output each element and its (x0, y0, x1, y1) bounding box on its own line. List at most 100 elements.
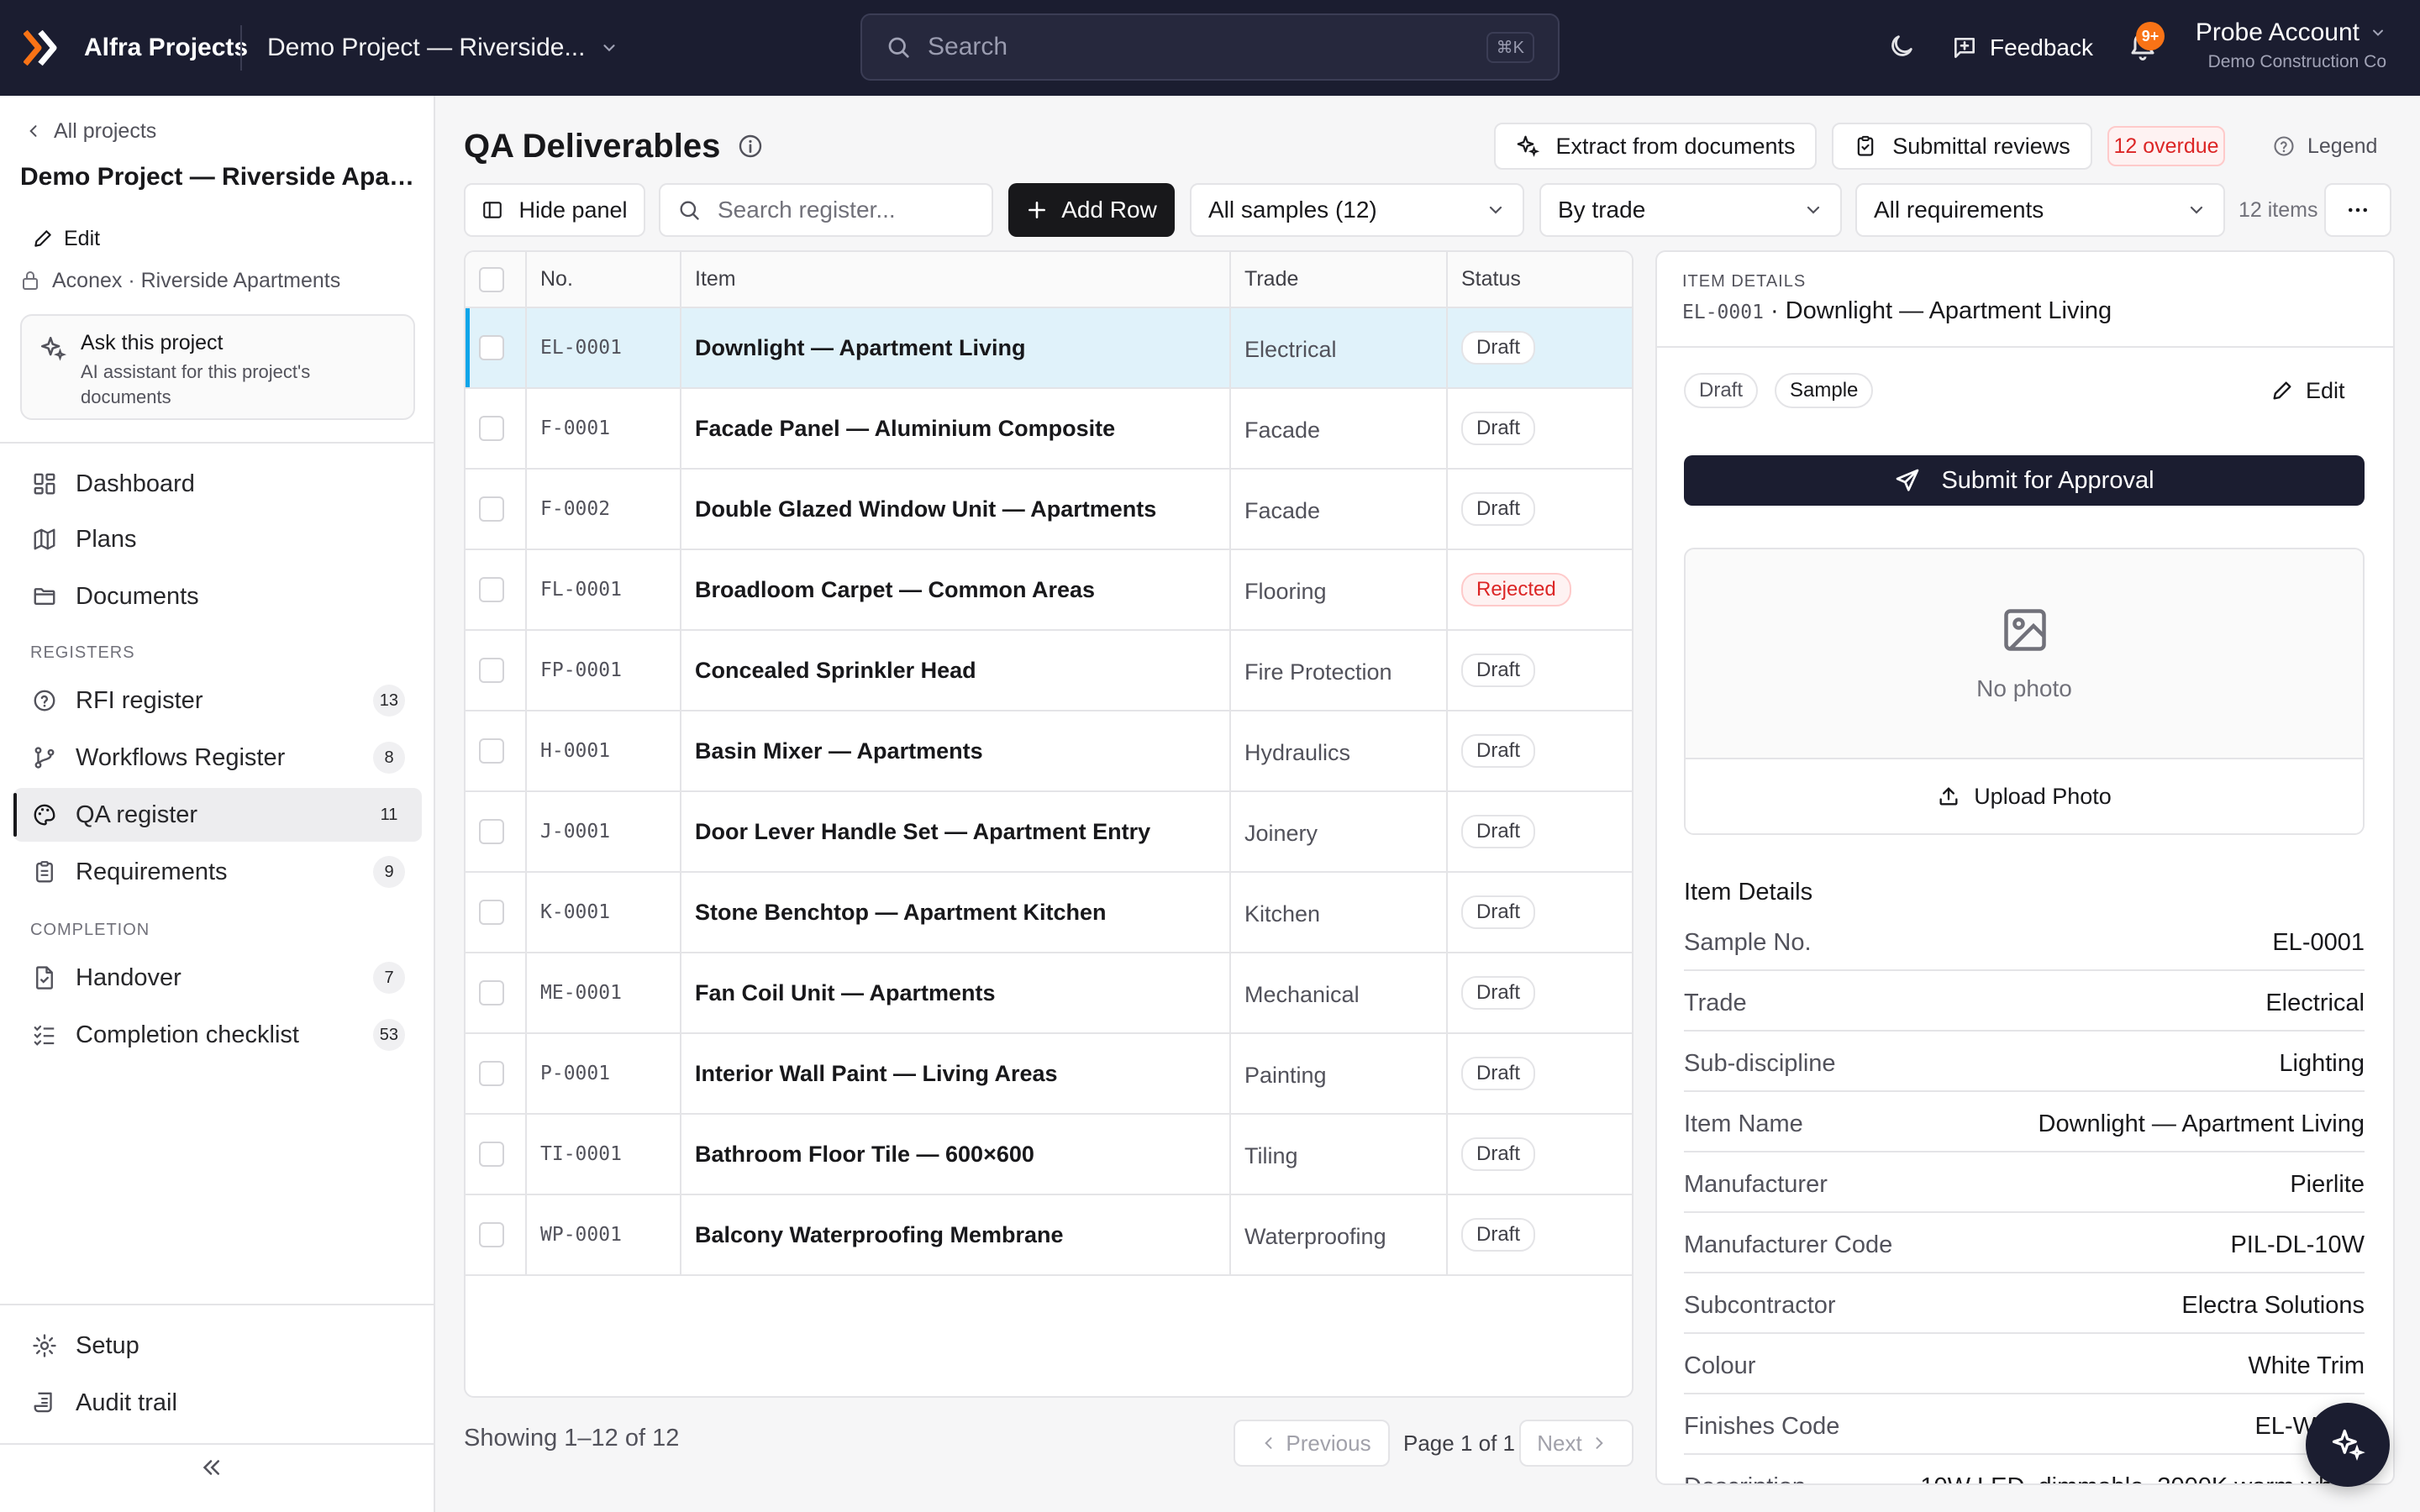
sidebar-divider (0, 1304, 435, 1305)
panel-icon (483, 202, 502, 218)
sidebar-item-rfi-register[interactable]: RFI register 13 (13, 674, 422, 727)
group-by-select[interactable]: By trade (1539, 183, 1842, 237)
row-item: Door Lever Handle Set — Apartment Entry (681, 791, 1231, 873)
row-checkbox[interactable] (479, 819, 504, 844)
global-search-input[interactable] (928, 33, 1486, 61)
overdue-badge[interactable]: 12 overdue (2107, 126, 2225, 166)
row-checkbox[interactable] (479, 738, 504, 764)
table-row[interactable]: F-0001 Facade Panel — Aluminium Composite… (466, 388, 1632, 470)
sidebar-item-qa-register[interactable]: QA register 11 (13, 788, 422, 842)
table-row[interactable]: FP-0001 Concealed Sprinkler Head Fire Prot… (466, 630, 1632, 711)
top-bar: Alfra Projects Demo Project — Riverside.… (0, 0, 2420, 96)
clipboard-check-icon (1857, 135, 1874, 156)
sidebar-item-setup[interactable]: Setup (13, 1319, 422, 1373)
table-row[interactable]: F-0002 Double Glazed Window Unit — Apartm… (466, 469, 1632, 550)
upload-photo-label: Upload Photo (1974, 783, 2112, 809)
row-trade: Mechanical (1230, 953, 1448, 1034)
chevron-down-icon (1489, 206, 1502, 214)
table-row[interactable]: TI-0001 Bathroom Floor Tile — 600×600 Tili… (466, 1114, 1632, 1195)
row-checkbox[interactable] (479, 1061, 504, 1086)
panel-divider (1657, 346, 2393, 348)
project-switcher[interactable]: Demo Project — Riverside... (267, 25, 618, 71)
status-badge: Draft (1461, 331, 1536, 365)
edit-item-button[interactable]: Edit (2270, 371, 2345, 410)
registers-section-heading: REGISTERS (30, 643, 135, 662)
status-badge: Rejected (1461, 573, 1571, 606)
more-options-button[interactable] (2324, 183, 2391, 237)
register-search-input[interactable] (718, 197, 970, 223)
requirements-filter-select[interactable]: All requirements (1855, 183, 2225, 237)
sidebar-item-workflows-register[interactable]: Workflows Register 8 (13, 731, 422, 785)
row-checkbox[interactable] (479, 1142, 504, 1167)
next-page-button[interactable]: Next (1519, 1420, 1634, 1467)
row-checkbox[interactable] (479, 416, 504, 441)
table-row[interactable]: WP-0001 Balcony Waterproofing Membrane Wat… (466, 1194, 1632, 1276)
submittal-reviews-button[interactable]: Submittal reviews (1832, 123, 2092, 170)
sidebar-item-audit-trail[interactable]: Audit trail (13, 1376, 422, 1430)
table-row[interactable]: P-0001 Interior Wall Paint — Living Areas… (466, 1033, 1632, 1115)
register-search[interactable] (659, 183, 993, 237)
detail-label: Trade (1684, 989, 1747, 1016)
account-menu[interactable]: Probe Account Demo Construction Co (2196, 18, 2386, 72)
row-checkbox[interactable] (479, 1222, 504, 1247)
send-icon (1897, 469, 1919, 491)
hide-panel-button[interactable]: Hide panel (464, 183, 645, 237)
samples-filter-select[interactable]: All samples (12) (1190, 183, 1524, 237)
column-header-status[interactable]: Status (1447, 252, 1632, 308)
row-status-cell: Draft (1447, 711, 1632, 792)
row-status-cell: Draft (1447, 872, 1632, 953)
row-checkbox[interactable] (479, 335, 504, 360)
row-number: ME-0001 (526, 953, 681, 1034)
global-search[interactable]: ⌘K (860, 13, 1560, 81)
edit-project-button[interactable]: Edit (32, 222, 100, 255)
info-icon[interactable] (737, 133, 764, 160)
detail-row: Trade Electrical (1684, 976, 2365, 1032)
ai-assistant-fab[interactable] (2306, 1403, 2390, 1487)
row-trade: Painting (1230, 1033, 1448, 1115)
sidebar-item-requirements[interactable]: Requirements 9 (13, 845, 422, 899)
row-checkbox[interactable] (479, 658, 504, 683)
collapse-sidebar-button[interactable] (198, 1455, 224, 1480)
submit-for-approval-button[interactable]: Submit for Approval (1684, 455, 2365, 506)
samples-filter-value: All samples (12) (1208, 197, 1377, 223)
table-row[interactable]: EL-0001 Downlight — Apartment Living Elect… (466, 307, 1632, 389)
row-number: WP-0001 (526, 1194, 681, 1276)
upload-photo-button[interactable]: Upload Photo (1686, 758, 2363, 833)
sidebar-divider (0, 442, 435, 444)
row-checkbox[interactable] (479, 980, 504, 1005)
sidebar-item-plans[interactable]: Plans (13, 512, 422, 566)
row-status-cell: Rejected (1447, 549, 1632, 631)
column-header-item[interactable]: Item (681, 252, 1231, 308)
status-badge: Draft (1461, 412, 1536, 445)
column-header-trade[interactable]: Trade (1230, 252, 1448, 308)
sidebar-item-handover[interactable]: Handover 7 (13, 951, 422, 1005)
select-all-checkbox[interactable] (479, 266, 504, 292)
app-logo[interactable]: Alfra Projects (24, 24, 248, 72)
feedback-button[interactable]: Feedback (1951, 25, 2093, 71)
sidebar-item-completion-checklist[interactable]: Completion checklist 53 (13, 1008, 422, 1062)
row-checkbox[interactable] (479, 577, 504, 602)
row-item: Basin Mixer — Apartments (681, 711, 1231, 792)
row-trade: Hydraulics (1230, 711, 1448, 792)
sidebar-item-dashboard[interactable]: Dashboard (13, 457, 422, 511)
detail-value: Pierlite (2290, 1170, 2365, 1198)
column-header-no[interactable]: No. (526, 252, 681, 308)
type-chip: Sample (1775, 373, 1874, 408)
previous-page-button[interactable]: Previous (1234, 1420, 1390, 1467)
add-row-button[interactable]: Add Row (1008, 183, 1175, 237)
item-details-heading: Item Details (1684, 879, 1813, 906)
table-row[interactable]: ME-0001 Fan Coil Unit — Apartments Mechani… (466, 953, 1632, 1034)
table-row[interactable]: FL-0001 Broadloom Carpet — Common Areas Fl… (466, 549, 1632, 631)
detail-label: Subcontractor (1684, 1291, 1836, 1319)
table-row[interactable]: K-0001 Stone Benchtop — Apartment Kitchen… (466, 872, 1632, 953)
table-row[interactable]: J-0001 Door Lever Handle Set — Apartment … (466, 791, 1632, 873)
legend-button[interactable]: Legend (2272, 126, 2377, 166)
ask-project-card[interactable]: Ask this project AI assistant for this p… (20, 314, 415, 420)
all-projects-link[interactable]: All projects (25, 114, 156, 148)
theme-toggle[interactable] (1887, 32, 1916, 60)
table-row[interactable]: H-0001 Basin Mixer — Apartments Hydraulics… (466, 711, 1632, 792)
extract-from-documents-button[interactable]: Extract from documents (1494, 123, 1817, 170)
sidebar-item-documents[interactable]: Documents (13, 570, 422, 623)
row-checkbox[interactable] (479, 900, 504, 925)
row-checkbox[interactable] (479, 496, 504, 522)
